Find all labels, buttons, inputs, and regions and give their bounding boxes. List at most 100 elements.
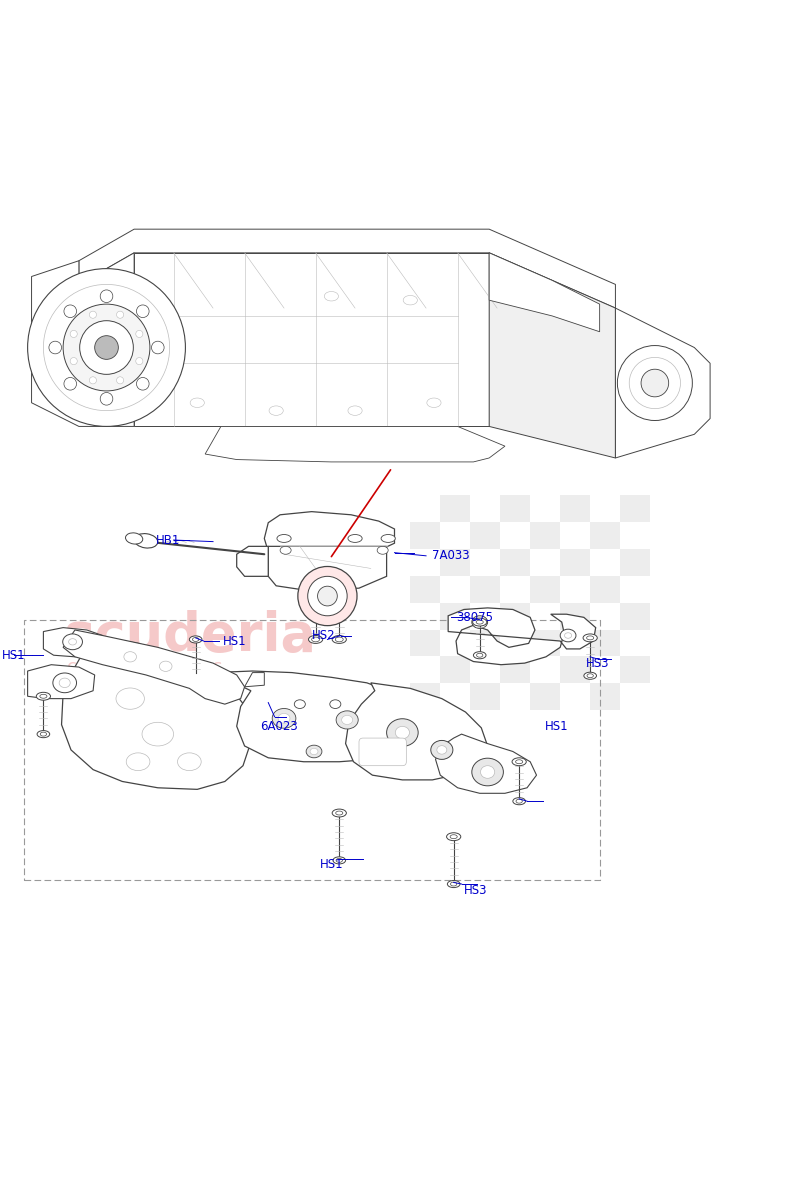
Ellipse shape [40,695,47,698]
Polygon shape [489,253,615,458]
Polygon shape [245,672,264,686]
Bar [410,522,440,548]
Ellipse shape [447,881,460,888]
Polygon shape [213,671,414,762]
Ellipse shape [306,745,322,758]
Ellipse shape [64,378,77,390]
Bar [620,494,650,522]
Ellipse shape [63,634,82,649]
Text: HS3: HS3 [585,656,609,670]
Polygon shape [205,426,505,462]
Bar [410,684,440,710]
Ellipse shape [403,295,417,305]
Bar [590,522,620,548]
Bar [470,576,500,602]
Ellipse shape [116,688,144,709]
Bar [620,656,650,684]
Text: scuderia: scuderia [63,610,316,661]
Ellipse shape [272,708,296,728]
Ellipse shape [69,638,77,644]
Ellipse shape [348,534,362,542]
Bar [500,548,530,576]
Ellipse shape [49,341,62,354]
Bar [470,684,500,710]
Ellipse shape [335,637,343,642]
Ellipse shape [189,636,202,643]
Ellipse shape [336,858,342,863]
Ellipse shape [142,722,174,746]
Ellipse shape [312,637,320,642]
Ellipse shape [70,358,77,365]
Text: HS2: HS2 [312,629,335,642]
Ellipse shape [124,652,136,662]
Ellipse shape [193,637,199,642]
Bar [500,494,530,522]
Ellipse shape [64,305,77,318]
Ellipse shape [70,330,77,337]
Ellipse shape [151,341,164,354]
Polygon shape [63,630,245,704]
Text: HS1: HS1 [320,858,343,871]
Ellipse shape [377,546,388,554]
Ellipse shape [308,576,347,616]
Ellipse shape [476,620,483,624]
Bar [530,576,560,602]
Ellipse shape [336,710,358,730]
Ellipse shape [40,732,47,736]
Ellipse shape [473,652,486,659]
Polygon shape [134,253,489,426]
Ellipse shape [437,745,447,754]
Ellipse shape [516,799,522,803]
Polygon shape [615,308,710,458]
Ellipse shape [447,833,461,841]
Ellipse shape [450,835,457,839]
Ellipse shape [36,692,50,701]
Polygon shape [436,734,537,793]
Ellipse shape [584,672,596,679]
Ellipse shape [277,534,291,542]
Ellipse shape [308,636,323,643]
Text: 38075: 38075 [456,611,493,624]
Ellipse shape [53,673,77,692]
Polygon shape [79,229,615,308]
Ellipse shape [342,715,353,725]
Ellipse shape [348,406,362,415]
Ellipse shape [89,311,96,318]
Ellipse shape [427,398,441,408]
Ellipse shape [310,749,318,755]
Bar [530,684,560,710]
Ellipse shape [80,320,133,374]
Polygon shape [62,636,251,790]
Bar [500,602,530,630]
Ellipse shape [95,336,118,359]
Ellipse shape [641,370,668,397]
Bar [590,630,620,656]
Ellipse shape [451,882,457,886]
Polygon shape [43,628,107,656]
Ellipse shape [481,766,495,779]
Ellipse shape [178,752,201,770]
Ellipse shape [134,534,158,548]
Ellipse shape [324,292,338,301]
Bar [620,602,650,630]
Ellipse shape [617,346,693,420]
Ellipse shape [472,758,503,786]
Bar [530,630,560,656]
Ellipse shape [583,634,597,642]
Bar [590,576,620,602]
Ellipse shape [564,632,571,638]
Ellipse shape [294,700,305,708]
Ellipse shape [476,619,483,625]
Ellipse shape [431,740,453,760]
Bar [560,494,590,522]
Text: HS3: HS3 [464,884,488,896]
Ellipse shape [28,269,185,426]
Polygon shape [448,608,596,665]
Polygon shape [268,546,387,590]
Text: HB1: HB1 [156,534,181,546]
Ellipse shape [298,566,357,625]
Ellipse shape [629,358,680,409]
Ellipse shape [117,377,124,384]
Text: 6A023: 6A023 [260,720,298,733]
Ellipse shape [280,546,291,554]
